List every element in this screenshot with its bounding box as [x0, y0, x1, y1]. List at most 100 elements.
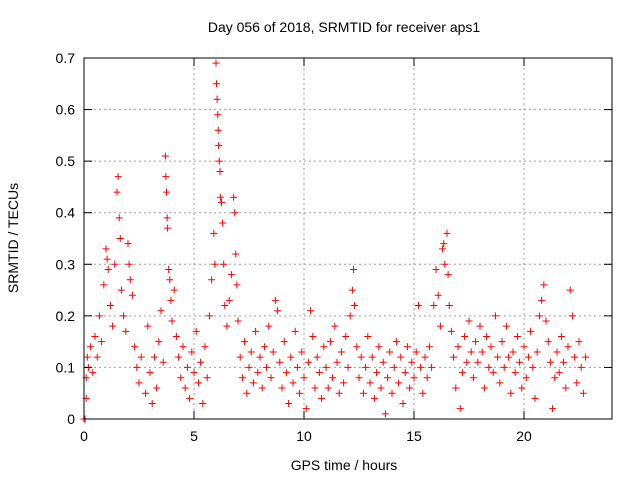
data-point [111, 260, 119, 268]
data-point [208, 276, 216, 284]
data-point [474, 358, 482, 366]
data-point [333, 358, 341, 366]
data-point [221, 302, 229, 310]
data-point [87, 343, 95, 351]
data-point [103, 255, 111, 263]
data-point [549, 405, 557, 413]
data-point [234, 317, 242, 325]
data-point [467, 348, 475, 356]
data-point [267, 374, 275, 382]
data-point [573, 379, 581, 387]
data-point [348, 286, 356, 294]
data-point [324, 384, 332, 392]
data-point [478, 348, 486, 356]
data-points [80, 59, 590, 423]
data-point [487, 343, 495, 351]
data-point [162, 173, 170, 181]
data-point [197, 358, 205, 366]
data-point [211, 260, 219, 268]
data-point [472, 338, 480, 346]
data-point [500, 363, 508, 371]
data-point [403, 343, 411, 351]
data-point [392, 338, 400, 346]
data-point [564, 343, 572, 351]
data-point [436, 322, 444, 330]
data-point [109, 322, 117, 330]
y-tick-label: 0.5 [56, 153, 76, 169]
data-point [172, 332, 180, 340]
data-point [353, 343, 361, 351]
data-point [582, 353, 590, 361]
data-point [535, 312, 543, 320]
data-point [366, 379, 374, 387]
data-point [117, 286, 125, 294]
data-point [527, 327, 535, 335]
data-point [252, 327, 260, 335]
data-point [331, 322, 339, 330]
data-point [163, 188, 170, 196]
data-point [170, 286, 178, 294]
data-point [212, 59, 220, 67]
data-point [179, 343, 187, 351]
data-point [401, 369, 409, 377]
data-point [494, 353, 502, 361]
data-point [106, 302, 114, 310]
data-point [133, 363, 141, 371]
data-point [560, 358, 568, 366]
data-point [233, 281, 241, 289]
data-point [190, 369, 198, 377]
data-point [245, 363, 253, 371]
data-point [144, 322, 152, 330]
data-point [163, 214, 171, 222]
data-point [379, 358, 387, 366]
data-point [232, 250, 240, 258]
data-point [566, 286, 574, 294]
data-point [395, 379, 403, 387]
data-point [247, 348, 255, 356]
data-point [410, 374, 418, 382]
y-tick-label: 0.1 [56, 359, 76, 375]
data-point [444, 271, 452, 279]
data-point [320, 343, 328, 351]
data-point [441, 260, 449, 268]
data-point [230, 193, 238, 201]
data-point [384, 374, 392, 382]
data-point [529, 363, 537, 371]
data-point [350, 265, 357, 273]
data-point [307, 307, 315, 315]
data-point [456, 405, 464, 413]
data-point [194, 379, 202, 387]
data-point [373, 369, 381, 377]
data-point [304, 358, 312, 366]
data-point [450, 353, 458, 361]
plot-border [83, 57, 613, 420]
data-point [465, 317, 473, 325]
data-point [489, 369, 497, 377]
data-point [296, 389, 304, 397]
data-point [430, 302, 438, 310]
data-point [241, 338, 249, 346]
data-point [165, 265, 173, 273]
data-point [280, 338, 288, 346]
data-point [215, 157, 223, 165]
data-point [568, 312, 576, 320]
data-point [153, 384, 161, 392]
data-point [113, 188, 121, 196]
data-point [414, 302, 422, 310]
chart-title: Day 056 of 2018, SRMTID for receiver aps… [208, 19, 481, 35]
data-point [167, 296, 175, 304]
data-point [355, 374, 363, 382]
data-point [175, 353, 183, 361]
data-point [546, 358, 554, 366]
data-point [377, 384, 385, 392]
data-point [381, 410, 389, 418]
data-point [231, 209, 239, 217]
data-point [212, 80, 220, 88]
data-point [439, 245, 447, 253]
data-point [164, 224, 172, 232]
data-point [83, 353, 91, 361]
data-point [454, 343, 462, 351]
data-point [215, 142, 223, 150]
data-point [443, 229, 451, 237]
